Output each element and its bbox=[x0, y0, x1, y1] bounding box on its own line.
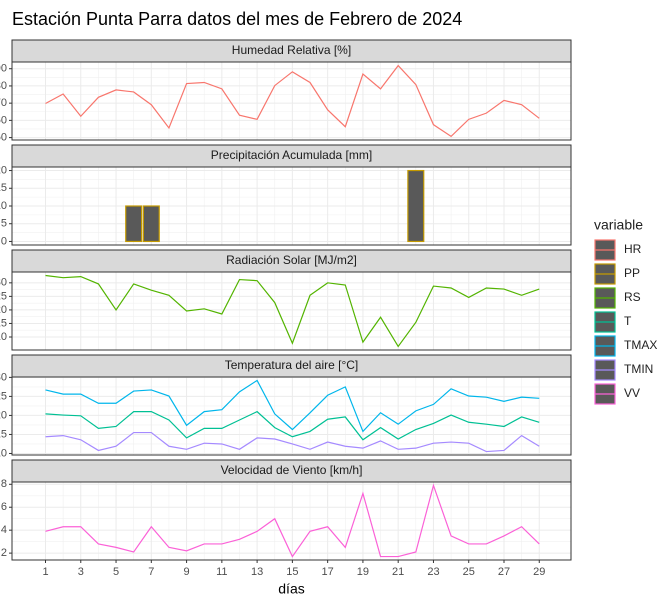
y-tick-label: 80 bbox=[0, 80, 7, 92]
y-tick-label: 6 bbox=[1, 501, 7, 513]
x-tick-label: 21 bbox=[392, 566, 404, 578]
x-tick-label: 13 bbox=[251, 566, 263, 578]
x-tick-label: 9 bbox=[184, 566, 190, 578]
series-line bbox=[45, 431, 540, 453]
bar bbox=[125, 205, 143, 243]
facet-title: Velocidad de Viento [km/h] bbox=[221, 463, 363, 477]
y-tick-label: 10 bbox=[0, 200, 7, 212]
x-tick-label: 11 bbox=[216, 566, 227, 578]
y-tick-label: 10 bbox=[0, 447, 7, 459]
series-line bbox=[45, 64, 540, 138]
legend-label: TMAX bbox=[624, 338, 657, 352]
panel-border bbox=[11, 61, 572, 141]
chart-title: Estación Punta Parra datos del mes de Fe… bbox=[12, 9, 462, 29]
y-tick-label: 4 bbox=[1, 524, 7, 536]
legend-label: HR bbox=[624, 242, 642, 256]
y-tick-label: 15 bbox=[0, 182, 7, 194]
series-line bbox=[45, 410, 540, 441]
x-tick-label: 29 bbox=[533, 566, 545, 578]
y-tick-label: 0 bbox=[1, 235, 7, 247]
y-tick-label: 60 bbox=[0, 114, 7, 126]
legend-label: TMIN bbox=[624, 362, 653, 376]
y-tick-label: 90 bbox=[0, 63, 7, 75]
series-line bbox=[45, 379, 540, 433]
panel-border bbox=[11, 271, 572, 351]
bar bbox=[142, 205, 160, 243]
legend-title: variable bbox=[594, 217, 643, 233]
x-tick-label: 15 bbox=[286, 566, 298, 578]
facet-title: Precipitación Acumulada [mm] bbox=[211, 148, 372, 162]
y-tick-label: 20 bbox=[0, 164, 7, 176]
y-tick-label: 20 bbox=[0, 304, 7, 316]
panel bbox=[12, 482, 571, 560]
y-tick-label: 8 bbox=[1, 478, 7, 490]
legend-label: PP bbox=[624, 266, 640, 280]
panel-border bbox=[11, 481, 572, 561]
series-line bbox=[45, 483, 540, 558]
legend-label: VV bbox=[624, 386, 640, 400]
y-tick-label: 15 bbox=[0, 428, 7, 440]
panel bbox=[12, 62, 571, 140]
y-tick-label: 30 bbox=[0, 371, 7, 383]
x-axis-title: días bbox=[278, 581, 304, 594]
facet-title: Humedad Relativa [%] bbox=[232, 43, 351, 57]
panel bbox=[12, 377, 571, 455]
y-tick-label: 25 bbox=[0, 390, 7, 402]
y-tick-label: 5 bbox=[1, 218, 7, 230]
x-tick-label: 23 bbox=[427, 566, 439, 578]
y-tick-label: 70 bbox=[0, 97, 7, 109]
x-tick-label: 19 bbox=[357, 566, 369, 578]
x-tick-label: 5 bbox=[113, 566, 119, 578]
panel-border bbox=[11, 166, 572, 246]
panel-border bbox=[11, 376, 572, 456]
x-tick-label: 7 bbox=[148, 566, 154, 578]
y-tick-label: 20 bbox=[0, 409, 7, 421]
x-tick-label: 17 bbox=[322, 566, 334, 578]
y-tick-label: 50 bbox=[0, 131, 7, 143]
x-tick-label: 27 bbox=[498, 566, 510, 578]
x-tick-label: 1 bbox=[42, 566, 48, 578]
y-tick-label: 15 bbox=[0, 317, 7, 329]
series-line bbox=[45, 274, 540, 348]
x-tick-label: 3 bbox=[78, 566, 84, 578]
y-tick-label: 10 bbox=[0, 331, 7, 343]
legend-label: RS bbox=[624, 290, 641, 304]
bar bbox=[407, 169, 425, 243]
x-tick-label: 25 bbox=[463, 566, 475, 578]
y-tick-label: 30 bbox=[0, 277, 7, 289]
facet-title: Temperatura del aire [°C] bbox=[225, 358, 359, 372]
facet-title: Radiación Solar [MJ/m2] bbox=[226, 253, 357, 267]
legend-label: T bbox=[624, 314, 632, 328]
panel bbox=[12, 272, 571, 350]
y-tick-label: 2 bbox=[1, 547, 7, 559]
y-tick-label: 25 bbox=[0, 290, 7, 302]
